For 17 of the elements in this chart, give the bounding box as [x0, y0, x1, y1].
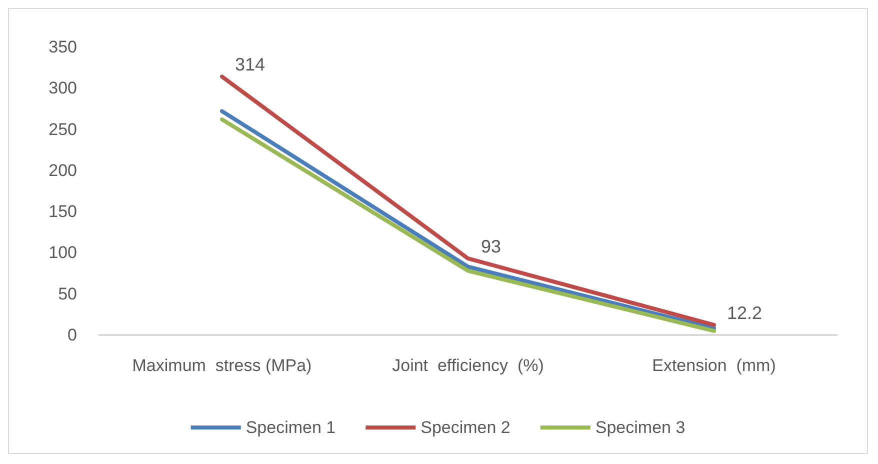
y-tick-label: 0 [68, 326, 77, 344]
legend-label: Specimen 2 [420, 418, 510, 437]
x-tick-label: Maximum stress (MPa) [132, 356, 312, 375]
y-tick-label: 250 [48, 120, 77, 139]
data-label: 93 [481, 236, 502, 256]
y-tick-label: 350 [48, 38, 77, 56]
y-tick-label: 300 [48, 78, 77, 98]
data-label: 12.2 [727, 302, 762, 323]
legend-label: Specimen 1 [246, 418, 336, 437]
x-tick-label: Extension (mm) [652, 356, 776, 375]
legend-label: Specimen 3 [595, 418, 686, 437]
x-tick-label: Joint efficiency (%) [392, 356, 544, 375]
y-tick-label: 50 [58, 284, 77, 304]
y-tick-label: 100 [48, 243, 77, 262]
y-tick-label: 200 [48, 160, 77, 180]
data-label: 314 [235, 54, 266, 75]
y-tick-label: 150 [48, 202, 77, 222]
